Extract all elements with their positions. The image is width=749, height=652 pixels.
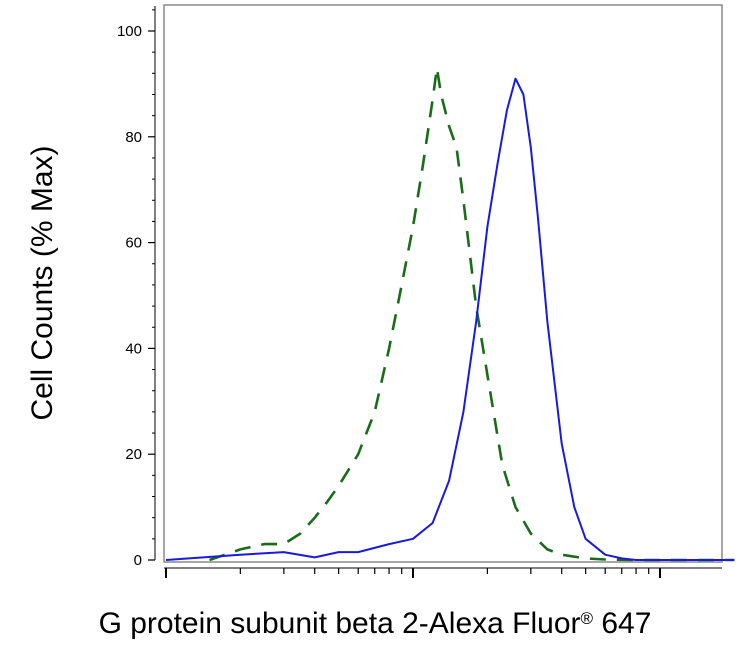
registered-mark: ®	[581, 609, 594, 628]
x-axis-title: G protein subunit beta 2-Alexa Fluor® 64…	[99, 607, 652, 640]
y-tick-label: 100	[117, 23, 142, 40]
y-tick-label: 20	[125, 446, 142, 463]
y-tick-label: 80	[125, 129, 142, 146]
y-axis: 0 20 40 60 80 100	[117, 6, 156, 569]
x-axis-title-suffix: 647	[593, 607, 651, 640]
y-axis-title: Cell Counts (% Max)	[26, 145, 59, 420]
x-axis-title-main: G protein subunit beta 2-Alexa Fluor	[99, 607, 581, 640]
series-line-solid	[165, 77, 735, 561]
y-tick-label: 40	[125, 340, 142, 357]
series-line-dashed	[209, 66, 735, 562]
y-tick-label: 60	[125, 235, 142, 252]
plot-frame	[163, 4, 723, 563]
series-layer	[165, 66, 735, 562]
y-tick-label: 0	[134, 552, 142, 569]
x-axis	[164, 567, 722, 578]
